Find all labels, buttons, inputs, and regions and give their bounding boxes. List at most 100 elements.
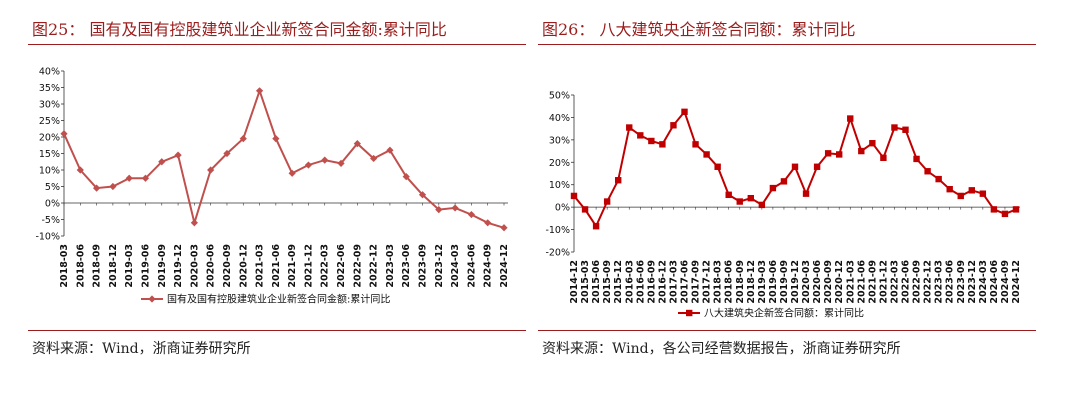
x-tick-label: 2024-12 xyxy=(1011,260,1022,304)
figure-title: 图26： 八大建筑央企新签合同额：累计同比 xyxy=(542,20,856,39)
y-tick-label: 0% xyxy=(555,203,570,214)
data-point xyxy=(659,141,666,148)
data-point xyxy=(76,166,84,174)
x-tick-label: 2022-09 xyxy=(912,260,923,304)
y-tick-label: 25% xyxy=(39,116,60,127)
x-tick-label: 2022-03 xyxy=(320,244,331,288)
y-tick-label: 0% xyxy=(45,199,60,210)
x-tick-label: 2015-06 xyxy=(591,260,602,304)
x-tick-label: 2023-03 xyxy=(934,260,945,304)
data-point xyxy=(769,184,777,192)
data-point xyxy=(990,206,998,213)
figure-title: 图25： 国有及国有控股建筑业企业新签合同金额:累计同比 xyxy=(32,20,447,39)
source-note: 资料来源：Wind，浙商证券研究所 xyxy=(32,341,251,357)
x-tick-label: 2021-09 xyxy=(867,260,878,304)
data-point xyxy=(174,151,182,159)
data-point xyxy=(979,190,987,197)
source-note: 资料来源：Wind，各公司经营数据报告，浙商证券研究所 xyxy=(542,341,901,357)
x-tick-label: 2023-09 xyxy=(418,244,429,288)
data-point xyxy=(402,173,410,181)
y-tick-label: 30% xyxy=(39,100,60,111)
x-tick-label: 2016-03 xyxy=(624,260,635,304)
legend-marker xyxy=(686,309,693,317)
data-point xyxy=(935,175,942,183)
source-rule xyxy=(28,330,526,331)
data-point xyxy=(451,204,459,212)
x-tick-label: 2018-09 xyxy=(735,260,746,304)
data-point xyxy=(802,190,810,197)
x-tick-label: 2020-09 xyxy=(222,244,233,288)
x-tick-label: 2023-06 xyxy=(401,244,412,288)
data-point xyxy=(670,122,677,129)
line-chart-right: 50%40%30%20%10%0%-10%-20%2014-12 2015-03 2… xyxy=(545,91,1022,320)
x-tick-label: 2023-12 xyxy=(967,260,978,304)
x-tick-label: 2017-09 xyxy=(691,260,702,304)
x-tick-label: 2020-12 xyxy=(238,244,249,288)
x-tick-label: 2023-06 xyxy=(945,260,956,304)
data-point xyxy=(902,126,909,133)
data-point xyxy=(957,192,964,200)
y-tick-label: 20% xyxy=(39,133,60,144)
data-point xyxy=(223,149,231,158)
x-tick-label: 2015-09 xyxy=(602,260,613,304)
x-tick-label: 2018-03 xyxy=(713,260,724,304)
data-point xyxy=(353,140,361,148)
x-tick-label: 2022-03 xyxy=(889,260,900,304)
y-tick-label: 20% xyxy=(549,158,570,169)
title-rule xyxy=(538,44,1036,45)
data-point xyxy=(703,151,710,158)
title-rule xyxy=(28,44,526,45)
y-tick-label: -5% xyxy=(42,215,61,226)
data-point xyxy=(626,124,633,131)
x-tick-label: 2024-03 xyxy=(978,260,989,304)
data-point xyxy=(880,154,887,161)
data-point xyxy=(435,206,443,214)
data-point xyxy=(190,219,198,227)
data-point xyxy=(141,174,150,182)
y-tick-label: 15% xyxy=(39,149,60,160)
data-point xyxy=(337,159,345,167)
data-point xyxy=(891,124,898,131)
data-point xyxy=(581,206,589,213)
data-point xyxy=(592,223,600,230)
data-point xyxy=(813,163,821,170)
x-tick-label: 2024-06 xyxy=(989,260,1000,304)
x-tick-label: 2023-12 xyxy=(434,244,445,288)
data-point xyxy=(603,198,611,205)
x-tick-label: 2019-09 xyxy=(157,244,168,288)
data-point xyxy=(824,150,832,157)
x-tick-label: 2015-03 xyxy=(580,260,591,304)
y-tick-label: -20% xyxy=(545,248,570,259)
x-tick-label: 2021-03 xyxy=(255,244,266,288)
data-point xyxy=(869,140,876,147)
data-point xyxy=(648,137,655,145)
data-point xyxy=(125,174,133,182)
data-point xyxy=(109,182,117,191)
x-tick-label: 2019-06 xyxy=(768,260,779,304)
data-point xyxy=(780,178,788,185)
x-tick-label: 2021-12 xyxy=(303,244,314,288)
data-point xyxy=(725,191,732,199)
data-point xyxy=(570,192,578,200)
data-point xyxy=(484,219,492,227)
x-tick-label: 2019-12 xyxy=(173,244,184,288)
data-point xyxy=(239,135,247,143)
line-chart-left: 40% 35% 30% 25% 20% 15% 10% 5% 0% -5% -10%2018-03 2… xyxy=(35,67,510,306)
x-tick-label: 2022-09 xyxy=(352,244,363,288)
data-point xyxy=(158,158,166,166)
data-point xyxy=(321,156,329,164)
data-point xyxy=(791,163,799,170)
data-point xyxy=(92,184,101,192)
source-rule xyxy=(538,330,1036,331)
data-point xyxy=(913,155,920,163)
data-point xyxy=(836,151,843,158)
data-point xyxy=(736,198,743,205)
data-point xyxy=(288,169,296,177)
series-line xyxy=(63,87,505,229)
legend-label: 国有及国有控股建筑业企业新签合同金额:累计同比 xyxy=(167,293,390,306)
x-tick-label: 2024-09 xyxy=(1000,260,1011,304)
y-tick-label: 35% xyxy=(39,83,60,94)
x-tick-label: 2023-03 xyxy=(385,244,396,288)
y-tick-label: -10% xyxy=(545,225,570,236)
data-point xyxy=(615,177,622,184)
